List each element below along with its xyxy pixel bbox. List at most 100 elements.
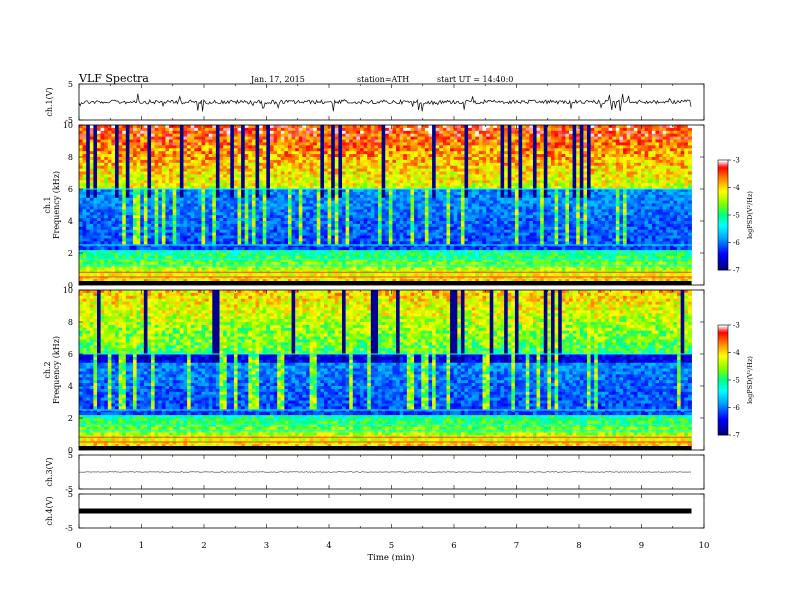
spectrogram-cell (161, 206, 166, 210)
spectrogram-cell (194, 273, 199, 277)
spectrogram-cell (331, 229, 336, 234)
spectrogram-cell (226, 218, 231, 222)
spectrogram-cell (129, 142, 134, 146)
spectrogram-cell (223, 197, 228, 202)
spectrogram-cell (183, 197, 188, 202)
spectrogram-cell (345, 191, 350, 196)
spectrogram-cell (147, 148, 152, 152)
spectrogram-cell (360, 145, 365, 149)
spectrogram-cell (327, 235, 332, 239)
spectrogram-cell (212, 261, 217, 266)
spectrogram-cell (86, 130, 91, 135)
spectrogram-cell (338, 174, 343, 178)
spectrogram-cell (205, 226, 210, 231)
spectrogram-cell (334, 212, 339, 216)
spectrogram-cell (125, 177, 130, 181)
spectrogram-cell (158, 238, 163, 242)
spectrogram-cell (158, 174, 163, 178)
spectrogram-cell (316, 209, 321, 213)
spectrogram-cell (309, 226, 314, 231)
spectrogram-cell (309, 247, 314, 251)
spectrogram-cell (363, 197, 368, 202)
spectrogram-cell (154, 151, 159, 155)
spectrogram-cell (266, 212, 271, 216)
spectrogram-cell (291, 186, 296, 190)
spectrogram-cell (111, 247, 116, 251)
spectrogram-cell (79, 235, 83, 239)
spectrogram-cell (82, 162, 87, 167)
spectrogram-cell (277, 235, 282, 239)
spectrogram-cell (269, 177, 274, 181)
spectrogram-cell (320, 197, 325, 202)
spectrogram-cell (291, 244, 296, 248)
spectrogram-cell (378, 168, 383, 172)
spectrogram-cell (93, 238, 98, 242)
spectrogram-cell (143, 229, 148, 234)
spectrogram-cell (154, 127, 159, 132)
spectrogram-cell (219, 238, 224, 242)
spectrogram-cell (277, 165, 282, 170)
spectrogram-cell (255, 215, 260, 219)
spectrogram-cell (79, 215, 83, 219)
spectrogram-cell (338, 130, 343, 135)
spectrogram-cell (295, 168, 300, 172)
spectrogram-cell (374, 154, 379, 158)
spectrogram-cell (219, 203, 224, 207)
spectrogram-cell (86, 177, 91, 181)
spectrogram-cell (147, 273, 152, 277)
spectrogram-cell (158, 232, 163, 236)
spectrogram-cell (399, 255, 404, 260)
spectrogram-cell (230, 221, 235, 225)
spectrogram-cell (277, 197, 282, 202)
spectrogram-cell (309, 273, 314, 277)
spectrogram-cell (302, 177, 307, 181)
spectrogram-cell (82, 183, 87, 187)
spectrogram-cell (280, 151, 285, 155)
spectrogram-cell (161, 148, 166, 152)
spectrogram-cell (388, 180, 393, 184)
spectrogram-cell (381, 133, 386, 138)
spectrogram-cell (313, 238, 318, 242)
spectrogram-cell (136, 154, 141, 158)
spectrogram-cell (187, 235, 192, 239)
spectrogram-cell (187, 279, 192, 283)
spectrogram-cell (316, 276, 321, 280)
spectrogram-cell (338, 157, 343, 161)
spectrogram-cell (399, 136, 404, 140)
spectrogram-cell (122, 165, 127, 170)
spectrogram-cell (154, 200, 159, 204)
spectrogram-cell (172, 229, 177, 234)
spectrogram-cell (244, 130, 249, 135)
spectrogram-cell (248, 218, 253, 222)
spectrogram-cell (255, 171, 260, 175)
spectrogram-cell (360, 267, 365, 271)
spectrogram-cell (244, 276, 249, 280)
spectrogram-cell (179, 162, 184, 167)
spectrogram-cell (133, 238, 138, 242)
spectrogram-cell (381, 258, 386, 263)
spectrogram-cell (248, 261, 253, 266)
spectrogram-cell (82, 194, 87, 199)
spectrogram-cell (244, 142, 249, 146)
spectrogram-cell (158, 247, 163, 251)
spectrogram-cell (370, 200, 375, 204)
spectrogram-cell (295, 174, 300, 178)
spectrogram-cell (161, 241, 166, 245)
spectrogram-cell (291, 174, 296, 178)
spectrogram-cell (259, 177, 264, 181)
spectrogram-cell (190, 189, 195, 193)
spectrogram-cell (273, 168, 278, 172)
spectrogram-cell (187, 221, 192, 225)
spectrogram-cell (104, 165, 109, 170)
spectrogram-cell (97, 247, 102, 251)
spectrogram-cell (140, 276, 145, 280)
spectrogram-cell (255, 250, 260, 254)
spectrogram-cell (118, 159, 123, 164)
spectrogram-cell (230, 186, 235, 190)
spectrogram-cell (82, 232, 87, 236)
spectrogram-cell (125, 235, 130, 239)
spectrogram-cell (172, 221, 177, 225)
spectrogram-cell (327, 159, 332, 164)
spectrogram-cell (396, 186, 401, 190)
spectrogram-cell (345, 244, 350, 248)
